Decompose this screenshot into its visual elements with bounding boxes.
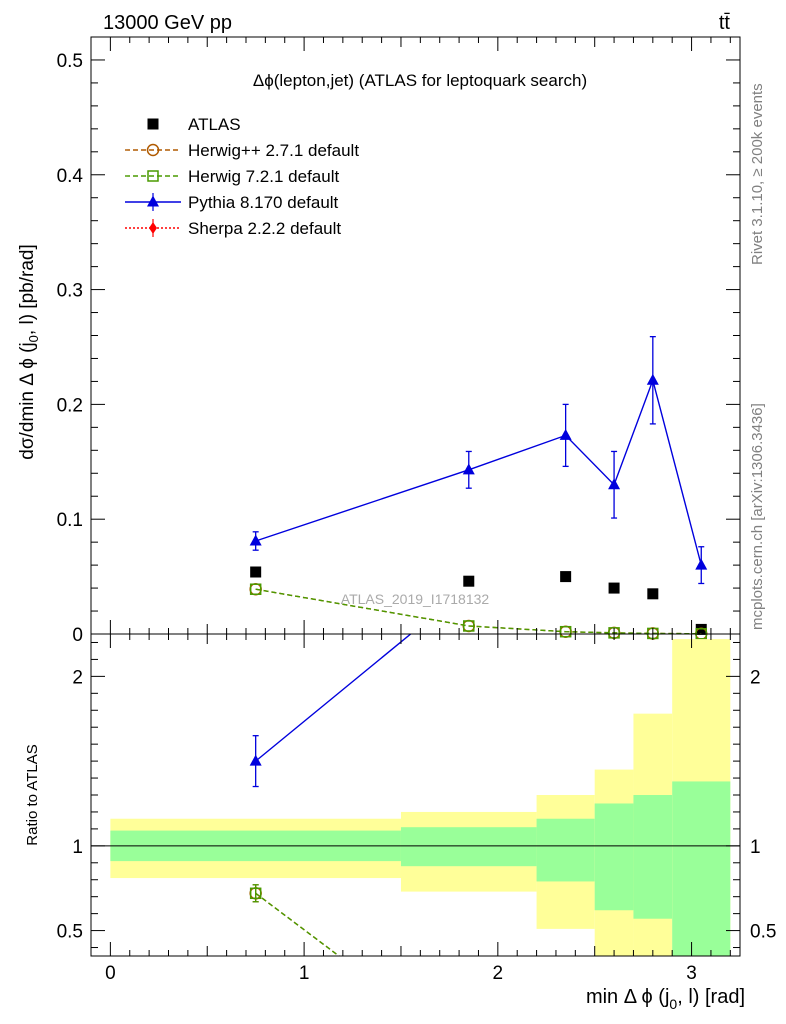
legend-marker-pythia	[147, 195, 159, 207]
ratio-plot-area	[91, 633, 740, 957]
data-point-atlas	[647, 588, 659, 600]
main-plot-area	[249, 335, 708, 641]
main-y-tick-label: 0.2	[57, 395, 83, 416]
header-collision: 13000 GeV pp	[103, 12, 232, 34]
main-y-tick-label: 0	[72, 625, 83, 646]
data-point-atlas	[560, 571, 572, 583]
legend-marker-sherpa	[149, 222, 157, 234]
mcplots-label: mcplots.cern.ch [arXiv:1306.3436]	[749, 403, 766, 630]
rivet-label: Rivet 3.1.10, ≥ 200k events	[749, 83, 766, 265]
legend-marker-atlas	[147, 118, 159, 130]
legend-label: Herwig++ 2.7.1 default	[188, 141, 359, 160]
data-point-herwig7	[463, 620, 475, 632]
main-y-tick-label: 0.3	[57, 281, 83, 302]
legend: ATLAS Herwig++ 2.7.1 default Herwig 7.2.1 …	[125, 115, 359, 238]
band-inner	[536, 818, 595, 882]
ratio-line-herwig7	[255, 892, 340, 957]
ratio-point-pythia	[249, 754, 262, 766]
main-y-axis: 0 0.1 0.2 0.3 0.4 0.5	[57, 51, 740, 646]
data-point-atlas	[608, 582, 620, 594]
ratio-y-tick-label: 1	[72, 837, 83, 858]
data-point-pythia	[646, 373, 659, 385]
ratio-point-herwig7	[249, 887, 262, 900]
ratio-x-tick-label: 2	[493, 963, 504, 984]
band-inner	[594, 803, 634, 911]
main-y-tick-label: 0.5	[57, 51, 83, 72]
band-inner	[672, 781, 731, 956]
ratio-y-tick-label: 2	[72, 667, 83, 688]
legend-label: Pythia 8.170 default	[188, 193, 339, 212]
data-point-pythia	[462, 463, 475, 475]
main-y-tick-label: 0.4	[57, 166, 84, 187]
ratio-y-tick-label-right: 1	[750, 837, 761, 858]
series-line-herwig7	[255, 588, 702, 635]
ratio-line-pythia	[255, 633, 412, 762]
data-point-atlas	[250, 566, 262, 578]
series-line-pythia	[255, 377, 702, 566]
band-inner	[633, 795, 673, 919]
main-title: Δϕ(lepton,jet) (ATLAS for leptoquark sea…	[253, 71, 587, 90]
band-inner	[400, 827, 537, 867]
ratio-panel: 0.5 0.5 1 1 2 2 0 1 2 3 Ratio to ATLAS min Δ ϕ (…	[24, 633, 776, 1012]
ratio-y-tick-label-right: 2	[750, 667, 761, 688]
ratio-y-label: Ratio to ATLAS	[24, 744, 41, 845]
ratio-x-axis: 0 1 2 3	[105, 634, 731, 984]
watermark: ATLAS_2019_I1718132	[341, 591, 490, 607]
data-point-pythia	[608, 478, 621, 490]
main-y-tick-label: 0.1	[57, 510, 83, 531]
main-x-ticks	[109, 37, 731, 634]
header-process: tt̄	[719, 12, 731, 34]
ratio-x-tick-label: 3	[686, 963, 697, 984]
ratio-x-tick-label: 1	[299, 963, 310, 984]
data-point-pythia	[695, 558, 708, 570]
ratio-x-tick-label: 0	[105, 963, 116, 984]
data-point-herwig7	[559, 625, 572, 638]
x-axis-label: min Δ ϕ (j0, l) [rad]	[586, 986, 745, 1012]
data-point-pythia	[559, 428, 572, 440]
legend-marker-herwigpp	[146, 143, 160, 157]
ratio-y-tick-label-right: 0.5	[750, 922, 776, 943]
data-point-herwig7	[249, 583, 262, 595]
data-point-atlas	[463, 575, 475, 587]
main-panel: 0 0.1 0.2 0.3 0.4 0.5 Δϕ(lepton,jet) (ATLAS f…	[17, 36, 741, 646]
data-point-pythia	[249, 534, 262, 546]
ratio-y-tick-label: 0.5	[57, 922, 83, 943]
main-y-label: dσ/dmin Δ ϕ (j0, l) [pb/rad]	[17, 244, 41, 460]
legend-marker-herwig7	[147, 170, 159, 182]
legend-label: Herwig 7.2.1 default	[188, 167, 339, 186]
legend-label: ATLAS	[188, 115, 241, 134]
ratio-y-axis: 0.5 0.5 1 1 2 2	[57, 641, 776, 949]
ratio-uncertainty-bands	[110, 639, 731, 956]
legend-label: Sherpa 2.2.2 default	[188, 219, 341, 238]
